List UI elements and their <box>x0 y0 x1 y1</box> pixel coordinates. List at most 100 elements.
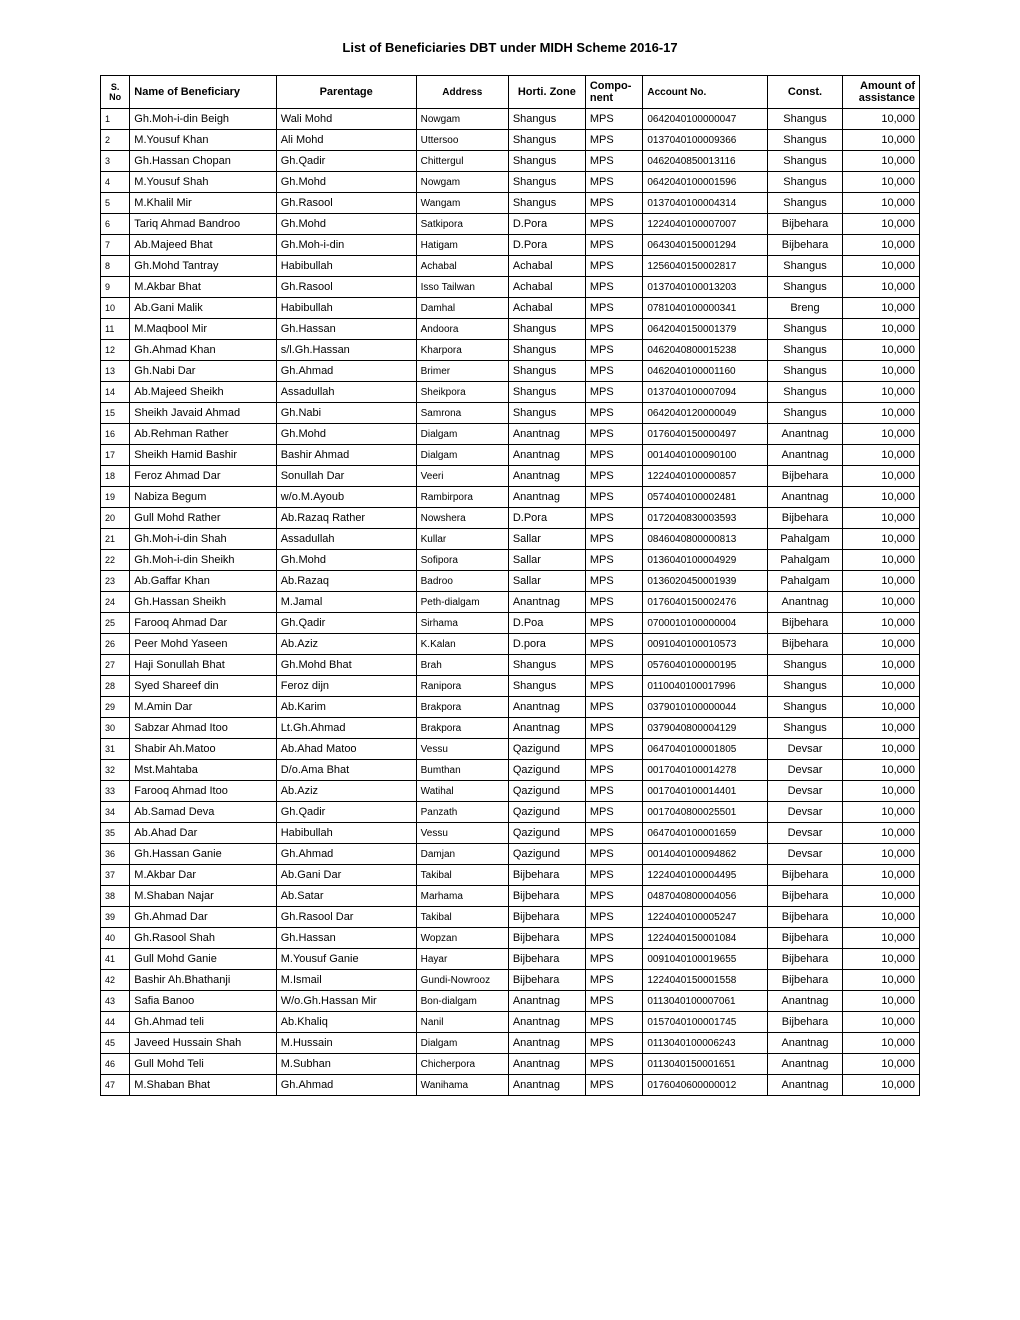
cell-comp: MPS <box>585 697 642 718</box>
cell-amt: 10,000 <box>842 340 919 361</box>
cell-zone: Anantnag <box>508 424 585 445</box>
cell-acct: 0379040800004129 <box>643 718 768 739</box>
cell-acct: 0642040150001379 <box>643 319 768 340</box>
cell-acct: 0136040100004929 <box>643 550 768 571</box>
cell-sno: 34 <box>101 802 130 823</box>
cell-name: Peer Mohd Yaseen <box>130 634 276 655</box>
cell-addr: Hatigam <box>416 235 508 256</box>
cell-parent: Gh.Rasool Dar <box>276 907 416 928</box>
table-row: 17Sheikh Hamid BashirBashir AhmadDialgam… <box>101 445 920 466</box>
table-row: 38M.Shaban NajarAb.SatarMarhamaBijbehara… <box>101 886 920 907</box>
cell-addr: Dialgam <box>416 424 508 445</box>
cell-zone: Shangus <box>508 403 585 424</box>
cell-amt: 10,000 <box>842 571 919 592</box>
cell-amt: 10,000 <box>842 802 919 823</box>
cell-name: M.Akbar Bhat <box>130 277 276 298</box>
cell-amt: 10,000 <box>842 865 919 886</box>
cell-addr: Wanihama <box>416 1075 508 1096</box>
cell-acct: 0017040100014278 <box>643 760 768 781</box>
cell-parent: Assadullah <box>276 529 416 550</box>
cell-zone: Shangus <box>508 193 585 214</box>
cell-sno: 45 <box>101 1033 130 1054</box>
cell-comp: MPS <box>585 361 642 382</box>
cell-sno: 46 <box>101 1054 130 1075</box>
cell-comp: MPS <box>585 151 642 172</box>
cell-parent: Ab.Aziz <box>276 781 416 802</box>
cell-zone: Anantnag <box>508 466 585 487</box>
cell-sno: 9 <box>101 277 130 298</box>
cell-comp: MPS <box>585 298 642 319</box>
cell-sno: 17 <box>101 445 130 466</box>
cell-const: Devsar <box>768 844 843 865</box>
cell-name: Ab.Majeed Bhat <box>130 235 276 256</box>
cell-zone: Shangus <box>508 151 585 172</box>
cell-sno: 6 <box>101 214 130 235</box>
cell-const: Anantnag <box>768 592 843 613</box>
cell-comp: MPS <box>585 256 642 277</box>
cell-amt: 10,000 <box>842 1033 919 1054</box>
cell-name: Haji Sonullah Bhat <box>130 655 276 676</box>
cell-sno: 13 <box>101 361 130 382</box>
cell-comp: MPS <box>585 1075 642 1096</box>
cell-name: Shabir Ah.Matoo <box>130 739 276 760</box>
cell-const: Shangus <box>768 340 843 361</box>
cell-amt: 10,000 <box>842 823 919 844</box>
cell-const: Shangus <box>768 403 843 424</box>
cell-acct: 0137040100004314 <box>643 193 768 214</box>
cell-comp: MPS <box>585 739 642 760</box>
cell-amt: 10,000 <box>842 466 919 487</box>
cell-zone: Anantnag <box>508 1012 585 1033</box>
cell-acct: 0642040100001596 <box>643 172 768 193</box>
cell-name: Sheikh Javaid Ahmad <box>130 403 276 424</box>
table-row: 40Gh.Rasool ShahGh.HassanWopzanBijbehara… <box>101 928 920 949</box>
col-parent: Parentage <box>276 76 416 109</box>
cell-parent: Habibullah <box>276 298 416 319</box>
cell-parent: Gh.Qadir <box>276 151 416 172</box>
cell-const: Bijbehara <box>768 508 843 529</box>
cell-acct: 0462040850013116 <box>643 151 768 172</box>
cell-parent: Gh.Mohd <box>276 550 416 571</box>
cell-zone: Anantnag <box>508 1054 585 1075</box>
table-row: 46Gull Mohd TeliM.SubhanChicherporaAnant… <box>101 1054 920 1075</box>
cell-const: Devsar <box>768 823 843 844</box>
cell-name: Mst.Mahtaba <box>130 760 276 781</box>
cell-parent: M.Yousuf Ganie <box>276 949 416 970</box>
cell-addr: Panzath <box>416 802 508 823</box>
cell-const: Devsar <box>768 781 843 802</box>
cell-sno: 19 <box>101 487 130 508</box>
cell-amt: 10,000 <box>842 193 919 214</box>
col-comp: Compo-nent <box>585 76 642 109</box>
cell-const: Bijbehara <box>768 865 843 886</box>
cell-addr: Brakpora <box>416 697 508 718</box>
cell-acct: 1256040150002817 <box>643 256 768 277</box>
cell-comp: MPS <box>585 907 642 928</box>
cell-sno: 32 <box>101 760 130 781</box>
cell-zone: Bijbehara <box>508 970 585 991</box>
cell-addr: Gundi-Nowrooz <box>416 970 508 991</box>
cell-amt: 10,000 <box>842 781 919 802</box>
cell-addr: Brakpora <box>416 718 508 739</box>
table-row: 25Farooq Ahmad DarGh.QadirSirhamaD.PoaMP… <box>101 613 920 634</box>
cell-const: Shangus <box>768 655 843 676</box>
cell-addr: Ranipora <box>416 676 508 697</box>
cell-name: Gh.Hassan Ganie <box>130 844 276 865</box>
cell-parent: Habibullah <box>276 823 416 844</box>
table-row: 7Ab.Majeed BhatGh.Moh-i-dinHatigamD.Pora… <box>101 235 920 256</box>
col-name: Name of Beneficiary <box>130 76 276 109</box>
cell-parent: Gh.Hassan <box>276 928 416 949</box>
cell-sno: 2 <box>101 130 130 151</box>
cell-addr: Bon-dialgam <box>416 991 508 1012</box>
cell-zone: Anantnag <box>508 697 585 718</box>
table-row: 6Tariq Ahmad BandrooGh.MohdSatkiporaD.Po… <box>101 214 920 235</box>
cell-comp: MPS <box>585 340 642 361</box>
cell-const: Shangus <box>768 718 843 739</box>
cell-amt: 10,000 <box>842 382 919 403</box>
table-row: 28Syed Shareef dinFeroz dijnRaniporaShan… <box>101 676 920 697</box>
cell-amt: 10,000 <box>842 718 919 739</box>
cell-sno: 47 <box>101 1075 130 1096</box>
cell-name: Gh.Nabi Dar <box>130 361 276 382</box>
cell-const: Shangus <box>768 193 843 214</box>
table-row: 32Mst.MahtabaD/o.Ama BhatBumthanQazigund… <box>101 760 920 781</box>
cell-parent: Gh.Qadir <box>276 613 416 634</box>
cell-comp: MPS <box>585 172 642 193</box>
